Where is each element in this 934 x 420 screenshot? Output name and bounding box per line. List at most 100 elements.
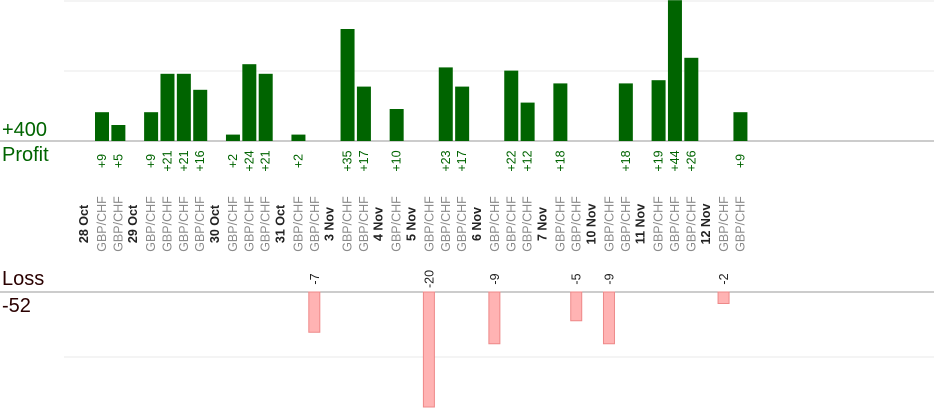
profit-value-label: +24 xyxy=(242,150,256,171)
profit-bar xyxy=(504,70,519,141)
symbol-label: GBP/CHF xyxy=(521,196,535,252)
loss-total-label: -52 xyxy=(2,295,31,317)
profit-value-label: +9 xyxy=(733,154,747,168)
profit-value-label: +17 xyxy=(357,150,371,171)
loss-value-label: -9 xyxy=(602,273,616,284)
symbol-label: GBP/CHF xyxy=(488,196,502,252)
loss-bar xyxy=(717,291,730,304)
symbol-label: GBP/CHF xyxy=(455,196,469,252)
profit-bar xyxy=(389,109,404,141)
profit-bar xyxy=(438,67,453,141)
profit-bar xyxy=(618,83,633,141)
date-label: 3 Nov xyxy=(323,207,337,241)
loss-value-label: -5 xyxy=(570,273,584,284)
symbol-label: GBP/CHF xyxy=(717,196,731,252)
profit-bar xyxy=(356,86,371,141)
symbol-label: GBP/CHF xyxy=(733,196,747,252)
profit-value-label: +9 xyxy=(144,154,158,168)
date-label: 29 Oct xyxy=(126,204,140,243)
profit-value-label: +5 xyxy=(111,154,125,168)
loss-bar xyxy=(422,291,435,408)
profit-bar xyxy=(667,0,682,142)
profit-bar xyxy=(193,89,208,141)
symbol-label: GBP/CHF xyxy=(259,196,273,252)
symbol-label: GBP/CHF xyxy=(504,196,518,252)
profit-axis-label: Profit xyxy=(2,144,49,166)
profit-bar xyxy=(111,125,126,141)
symbol-label: GBP/CHF xyxy=(652,196,666,252)
symbol-label: GBP/CHF xyxy=(668,196,682,252)
profit-bar xyxy=(225,134,240,141)
symbol-label: GBP/CHF xyxy=(602,196,616,252)
profit-value-label: +12 xyxy=(521,150,535,171)
symbol-label: GBP/CHF xyxy=(144,196,158,252)
date-label: 11 Nov xyxy=(634,204,648,244)
symbol-label: GBP/CHF xyxy=(226,196,240,252)
profit-value-label: +2 xyxy=(291,154,305,168)
profit-value-label: +22 xyxy=(504,150,518,171)
profit-bar xyxy=(651,80,666,141)
symbol-label: GBP/CHF xyxy=(390,196,404,252)
profit-value-label: +35 xyxy=(341,150,355,171)
profit-bar xyxy=(291,134,306,141)
symbol-label: GBP/CHF xyxy=(193,196,207,252)
profit-bar xyxy=(95,112,109,141)
loss-value-label: -9 xyxy=(488,273,502,284)
profit-value-label: +21 xyxy=(160,150,174,171)
loss-bar xyxy=(308,291,321,333)
profit-value-label: +18 xyxy=(619,150,633,171)
profit-bar xyxy=(160,73,175,141)
profit-value-label: +18 xyxy=(553,150,567,171)
profit-value-label: +26 xyxy=(684,150,698,171)
date-label: 12 Nov xyxy=(699,203,713,244)
profit-value-label: +10 xyxy=(390,150,404,171)
loss-axis-label: Loss xyxy=(2,268,45,290)
profit-bar xyxy=(258,73,273,141)
profit-bar xyxy=(455,86,470,141)
symbol-label: GBP/CHF xyxy=(684,196,698,252)
symbol-label: GBP/CHF xyxy=(95,196,109,252)
date-label: 10 Nov xyxy=(584,203,598,244)
loss-value-label: -20 xyxy=(422,270,436,288)
date-label: 28 Oct xyxy=(77,204,91,243)
profit-bar xyxy=(176,73,191,141)
symbol-label: GBP/CHF xyxy=(242,196,256,252)
profit-bar xyxy=(733,112,748,141)
loss-value-label: -2 xyxy=(717,273,731,284)
date-label: 7 Nov xyxy=(535,207,549,241)
profit-bar xyxy=(553,83,568,141)
symbol-label: GBP/CHF xyxy=(570,196,584,252)
date-label: 31 Oct xyxy=(273,204,287,243)
loss-bar xyxy=(570,291,583,322)
profit-value-label: +16 xyxy=(193,150,207,171)
profit-total-label: +400 xyxy=(2,119,48,141)
profit-value-label: +17 xyxy=(455,150,469,171)
profit-value-label: +9 xyxy=(95,154,109,168)
loss-value-label: -7 xyxy=(308,273,322,284)
profit-bar xyxy=(520,102,535,141)
symbol-label: GBP/CHF xyxy=(160,196,174,252)
symbol-label: GBP/CHF xyxy=(177,196,191,252)
symbol-label: GBP/CHF xyxy=(357,196,371,252)
date-label: 6 Nov xyxy=(470,207,484,241)
date-label: 4 Nov xyxy=(372,207,386,241)
profit-value-label: +19 xyxy=(652,150,666,171)
symbol-label: GBP/CHF xyxy=(553,196,567,252)
profit-bar xyxy=(144,112,159,141)
symbol-label: GBP/CHF xyxy=(439,196,453,252)
profit-value-label: +44 xyxy=(668,150,682,171)
symbol-label: GBP/CHF xyxy=(111,196,125,252)
profit-bar xyxy=(242,64,257,141)
date-label: 5 Nov xyxy=(404,207,418,241)
symbol-label: GBP/CHF xyxy=(308,196,322,252)
profit-value-label: +21 xyxy=(177,150,191,171)
profit-value-label: +23 xyxy=(439,150,453,171)
symbol-label: GBP/CHF xyxy=(422,196,436,252)
symbol-label: GBP/CHF xyxy=(619,196,633,252)
loss-bar xyxy=(602,291,615,345)
profit-value-label: +2 xyxy=(226,154,240,168)
profit-bar xyxy=(340,29,355,141)
symbol-label: GBP/CHF xyxy=(341,196,355,252)
symbol-label: GBP/CHF xyxy=(291,196,305,252)
